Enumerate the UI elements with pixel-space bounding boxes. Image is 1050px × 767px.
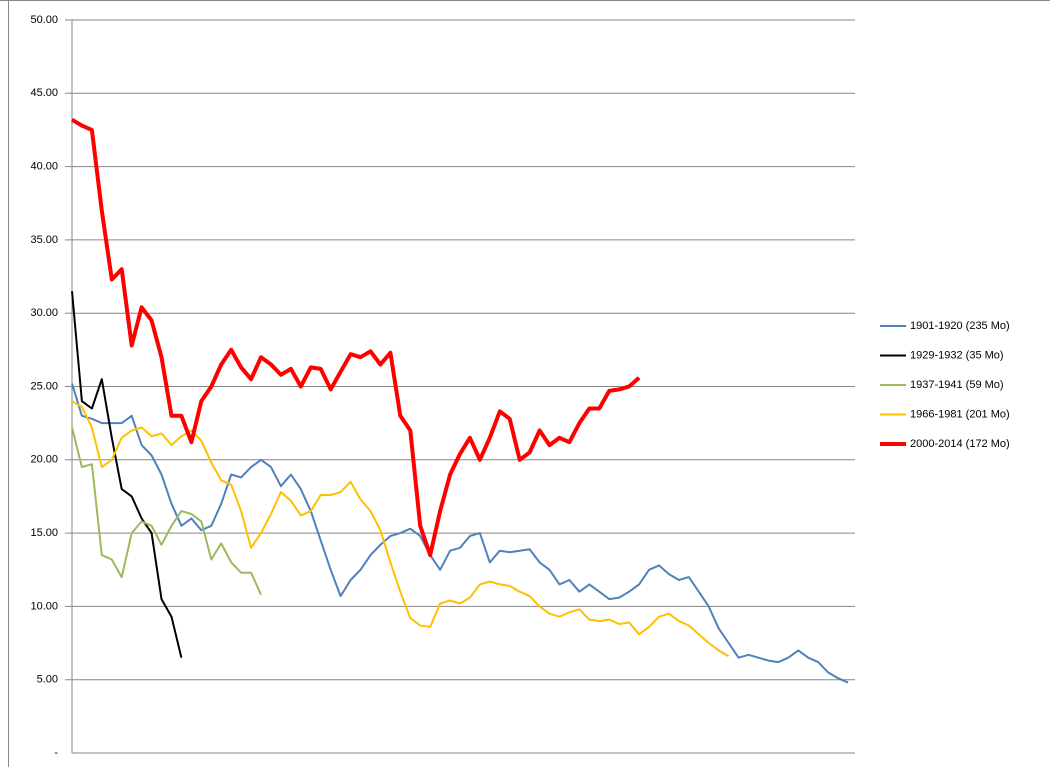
y-tick-label: 10.00: [30, 600, 58, 612]
series-line: [71, 291, 183, 658]
y-tick-label: -: [54, 747, 58, 759]
legend-label: 2000-2014 (172 Mo): [910, 438, 1010, 450]
legend-label: 1966-1981 (201 Mo): [910, 408, 1010, 420]
series-line: [70, 117, 641, 558]
y-tick-label: 25.00: [30, 380, 58, 392]
y-tick-label: 5.00: [37, 674, 58, 686]
series-line: [71, 400, 730, 658]
legend-label: 1901-1920 (235 Mo): [910, 320, 1010, 332]
y-tick-label: 50.00: [30, 14, 58, 26]
series-line: [71, 383, 849, 684]
legend-label: 1929-1932 (35 Mo): [910, 349, 1004, 361]
series-line: [71, 427, 262, 596]
y-tick-label: 30.00: [30, 307, 58, 319]
y-tick-label: 35.00: [30, 234, 58, 246]
y-tick-label: 45.00: [30, 87, 58, 99]
y-tick-label: 40.00: [30, 161, 58, 173]
y-tick-label: 20.00: [30, 454, 58, 466]
legend-label: 1937-1941 (59 Mo): [910, 379, 1004, 391]
y-tick-label: 15.00: [30, 527, 58, 539]
